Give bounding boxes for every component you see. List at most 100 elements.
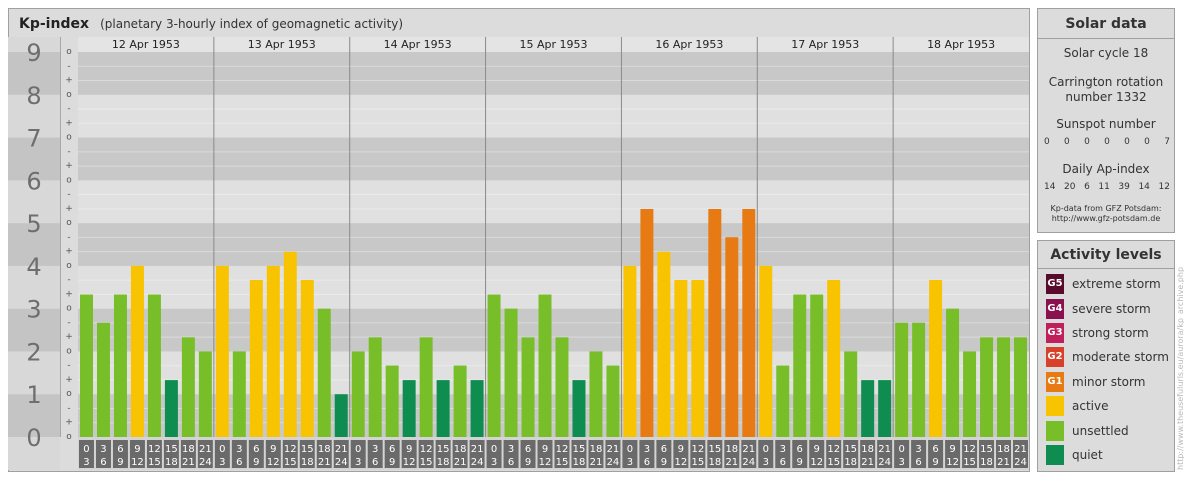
x-tick-label-end: 3 — [898, 457, 904, 468]
x-tick-label-start: 15 — [844, 444, 857, 455]
kp-bar — [878, 380, 892, 437]
x-tick-label-start: 12 — [420, 444, 433, 455]
x-tick-label-start: 0 — [898, 444, 904, 455]
y-minor-tick-label: + — [65, 418, 73, 428]
kp-bar — [844, 351, 858, 437]
hour-cell — [503, 440, 519, 468]
day-label: 15 Apr 1953 — [519, 38, 587, 51]
kp-bar — [487, 294, 501, 437]
x-tick-label-start: 0 — [83, 444, 89, 455]
kp-bar — [623, 265, 637, 437]
hour-cell — [690, 440, 706, 468]
kp-bar — [827, 280, 841, 437]
sunspot-value: 0 — [1084, 137, 1090, 147]
y-minor-tick-label: o — [66, 218, 72, 228]
legend-swatch — [1046, 421, 1064, 441]
kp-bar — [266, 265, 280, 437]
hour-cell — [945, 440, 961, 468]
chart-subtitle: (planetary 3-hourly index of geomagnetic… — [100, 17, 404, 31]
day-label: 18 Apr 1953 — [927, 38, 995, 51]
y-minor-tick-label: o — [66, 47, 72, 57]
legend-label: minor storm — [1072, 375, 1146, 389]
kp-bar — [300, 280, 314, 437]
x-tick-label-start: 12 — [284, 444, 297, 455]
legend-swatch — [1046, 396, 1064, 416]
legend-swatch — [1046, 445, 1064, 465]
y-minor-tick-label: + — [65, 118, 73, 128]
band-label-bg — [8, 394, 60, 437]
hour-cell — [95, 440, 111, 468]
legend-swatch: G2 — [1046, 347, 1064, 367]
ap-value: 12 — [1158, 182, 1170, 192]
kp-bar — [946, 308, 960, 437]
kp-bar — [912, 322, 926, 437]
hour-cell — [333, 440, 349, 468]
band-label-bg — [8, 265, 60, 309]
x-tick-label-start: 15 — [980, 444, 993, 455]
kp-bar — [776, 365, 790, 437]
legend-label: unsettled — [1072, 424, 1129, 438]
x-tick-label-end: 18 — [573, 457, 586, 468]
kp-bar — [640, 208, 654, 437]
y-tick-label: 4 — [26, 253, 41, 281]
hour-cell — [894, 440, 910, 468]
x-tick-label-start: 21 — [1014, 444, 1027, 455]
x-tick-label-end: 21 — [454, 457, 467, 468]
x-tick-label-start: 18 — [861, 444, 874, 455]
kp-bar — [929, 280, 943, 437]
x-tick-label-end: 3 — [491, 457, 497, 468]
x-tick-label-end: 9 — [661, 457, 667, 468]
source-line1: Kp-data from GFZ Potsdam: — [1050, 204, 1162, 213]
kp-bar — [742, 208, 756, 437]
x-tick-label-end: 6 — [372, 457, 378, 468]
x-tick-label-start: 6 — [253, 444, 259, 455]
x-tick-label-start: 15 — [301, 444, 314, 455]
y-minor-tick-label: o — [66, 304, 72, 314]
legend-swatch: G5 — [1046, 274, 1064, 294]
y-tick-label: 5 — [26, 210, 41, 238]
hour-cell — [163, 440, 179, 468]
hour-cell — [962, 440, 978, 468]
x-tick-label-end: 24 — [1014, 457, 1027, 468]
x-tick-label-start: 12 — [148, 444, 161, 455]
x-tick-label-start: 18 — [725, 444, 738, 455]
x-tick-label-end: 6 — [508, 457, 514, 468]
hour-cell — [367, 440, 383, 468]
kp-bar — [793, 294, 807, 437]
x-tick-label-end: 9 — [253, 457, 259, 468]
kp-bar — [130, 265, 144, 437]
hour-cell — [928, 440, 944, 468]
hour-cell — [673, 440, 689, 468]
kp-bar — [555, 337, 569, 437]
legend-label: active — [1072, 399, 1109, 413]
credit-url: http://www.theusefulurls.eu/aurora/kp_ar… — [1176, 266, 1184, 470]
hour-cell — [146, 440, 162, 468]
kp-bar — [538, 294, 552, 437]
y-tick-label: 6 — [26, 167, 41, 195]
x-tick-label-end: 6 — [236, 457, 242, 468]
x-tick-label-start: 15 — [573, 444, 586, 455]
sunspot-values: 0 0 0 0 0 0 7 — [1044, 137, 1170, 147]
day-label: 17 Apr 1953 — [791, 38, 859, 51]
x-tick-label-end: 21 — [182, 457, 195, 468]
source-link[interactable]: http://www.gfz-potsdam.de — [1051, 214, 1161, 223]
x-tick-label-start: 6 — [117, 444, 123, 455]
hour-cell — [418, 440, 434, 468]
carrington-line2: number 1332 — [1065, 90, 1147, 104]
hour-cell — [452, 440, 468, 468]
kp-bar — [80, 294, 93, 437]
y-minor-tick-label: o — [66, 133, 72, 143]
x-tick-label-end: 12 — [674, 457, 687, 468]
band-label-bg — [8, 180, 60, 224]
x-tick-label-start: 21 — [878, 444, 891, 455]
kp-bar — [436, 380, 450, 437]
band — [78, 52, 1029, 95]
kp-bar — [589, 351, 603, 437]
band — [78, 223, 1029, 266]
kp-bar — [810, 294, 824, 437]
kp-bar — [113, 294, 127, 437]
divider — [1038, 38, 1174, 39]
y-minor-tick-label: - — [67, 232, 70, 242]
kp-bar — [249, 280, 263, 437]
x-tick-label-start: 0 — [355, 444, 361, 455]
